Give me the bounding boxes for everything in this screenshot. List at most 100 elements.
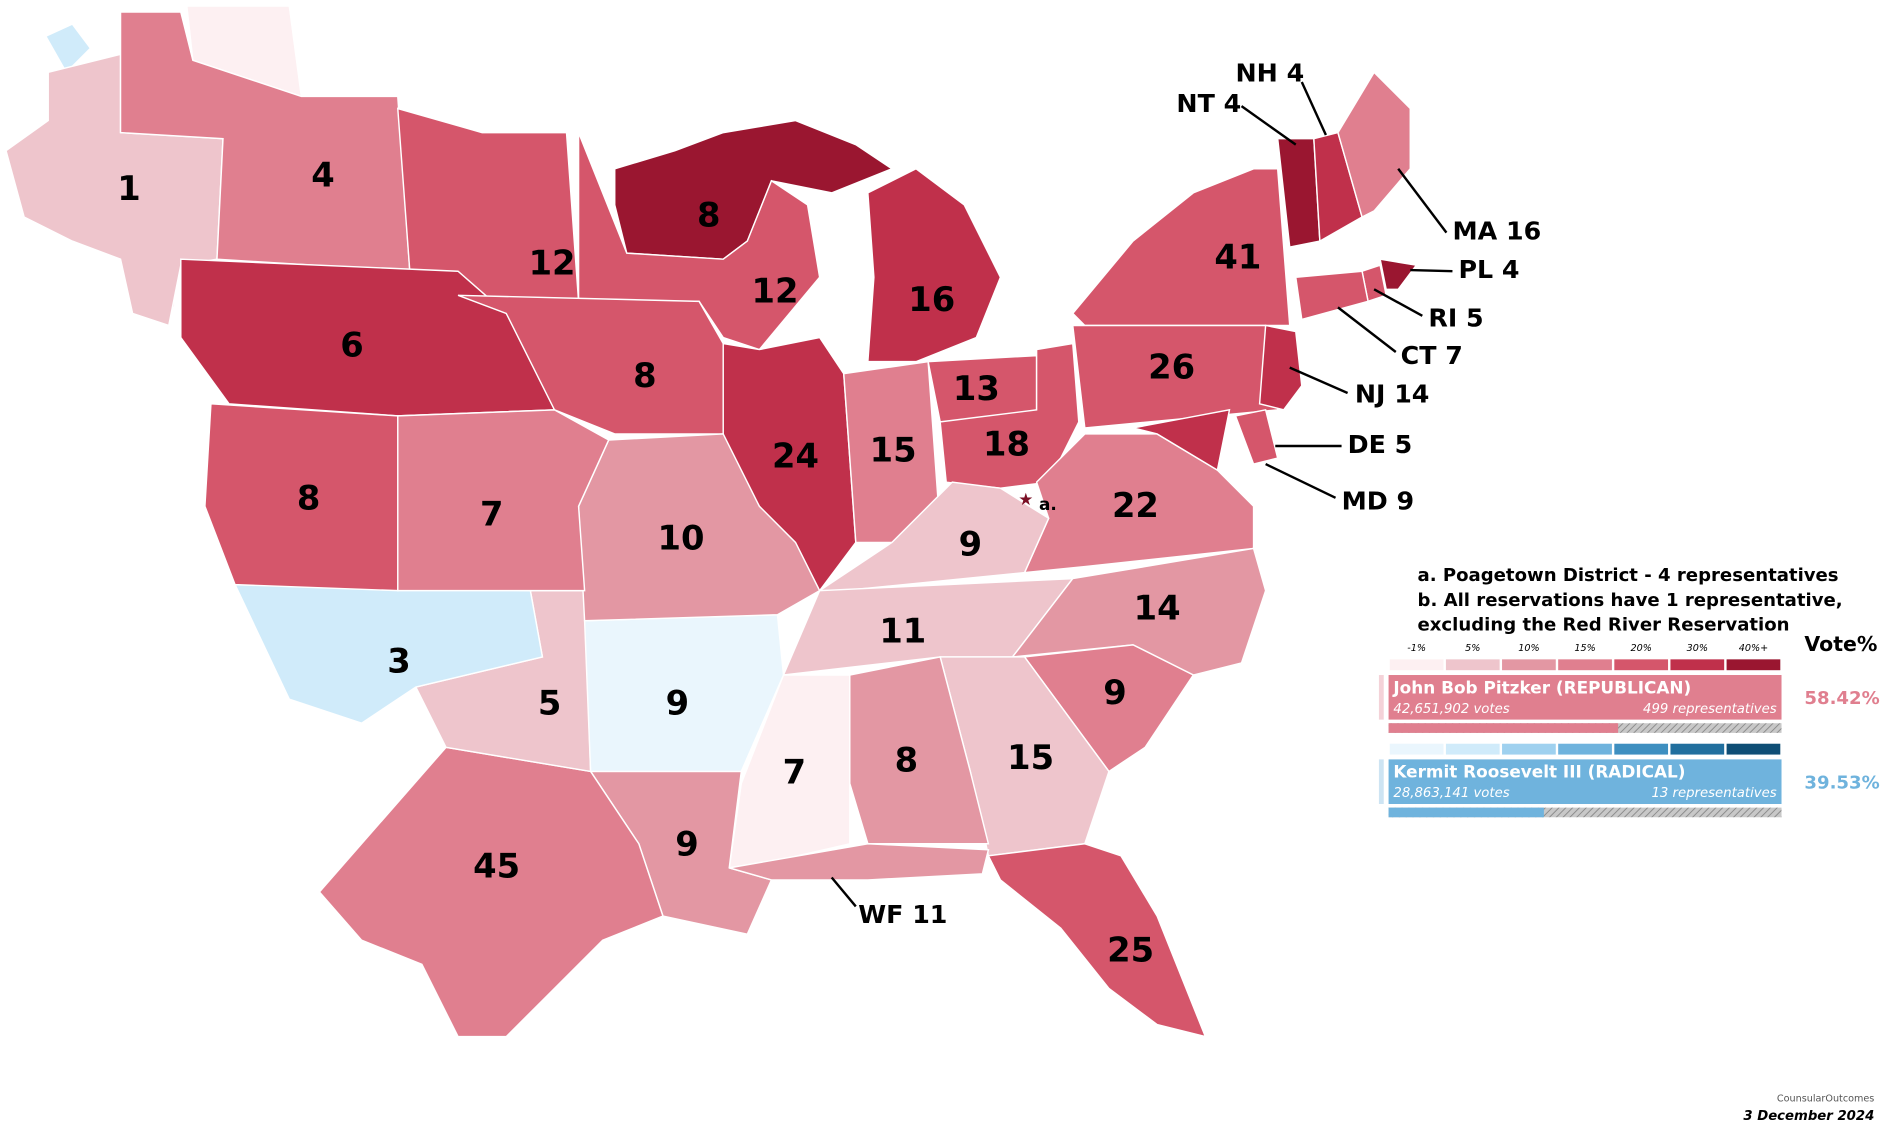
scale-tick: 15% (1574, 643, 1595, 654)
callout-label: DE 5 (1348, 430, 1413, 459)
region (1258, 324, 1303, 411)
region-label: 12 (752, 271, 799, 310)
region-label: 15 (870, 431, 917, 470)
region (1294, 270, 1369, 321)
region-label: 13 (953, 369, 1000, 408)
region-label: 26 (1148, 347, 1195, 386)
scale-swatch (1389, 743, 1444, 755)
candidate-box (1388, 759, 1782, 804)
scale-swatch (1670, 743, 1725, 755)
scale-tick: 40%+ (1739, 643, 1768, 654)
candidate-box (1388, 675, 1782, 720)
candidate-edge (1378, 675, 1384, 720)
regions (5, 5, 1418, 1038)
region (204, 403, 399, 592)
scale-swatch (1614, 659, 1669, 671)
minor-area (44, 23, 92, 74)
scale-swatch (1445, 659, 1500, 671)
region-label: 8 (297, 479, 320, 518)
callout-line (1397, 168, 1448, 234)
scale-tick: 30% (1687, 643, 1708, 654)
region (1379, 258, 1418, 291)
callout-line (1373, 288, 1423, 317)
callout-line (1240, 105, 1297, 146)
region-label: 24 (772, 437, 819, 476)
scale-swatch (1558, 743, 1612, 755)
region (1337, 71, 1411, 219)
region-label: 22 (1112, 486, 1159, 525)
scale-swatch (1726, 659, 1781, 671)
region-label: 3 (387, 641, 410, 680)
region-label: 7 (783, 752, 806, 791)
scale-tick: 10% (1518, 643, 1539, 654)
scale-swatch (1502, 743, 1556, 755)
region-label: 25 (1107, 931, 1154, 970)
callout-label: MD 9 (1342, 487, 1415, 516)
callout-line (830, 876, 857, 908)
region-label: 15 (1007, 738, 1054, 777)
region-label: 16 (908, 280, 955, 319)
candidate-votes: 28,863,141 votes (1393, 786, 1509, 801)
scale-tick: 5% (1465, 643, 1480, 654)
callout-label: NH 4 (1235, 59, 1304, 88)
date: 3 December 2024 (1743, 1109, 1874, 1124)
region-label: 9 (1103, 673, 1126, 712)
candidate-reps: 499 representatives (1643, 702, 1777, 717)
scale-swatch (1389, 659, 1444, 671)
bar-track (1388, 807, 1782, 818)
note: excluding the Red River Reservation (1418, 615, 1790, 636)
callout-line (1300, 81, 1327, 136)
region-label: 8 (633, 356, 656, 395)
callout-label: RI 5 (1428, 303, 1483, 332)
callout-line (1337, 306, 1397, 353)
callout-line (1289, 366, 1349, 395)
region-label: 1 (117, 169, 140, 208)
callout-label: PL 4 (1458, 255, 1519, 284)
vote-bar (1388, 807, 1544, 818)
region-label: 12 (529, 244, 576, 283)
legend: a. Poagetown District - 4 representative… (1378, 565, 1880, 1124)
region-label: 9 (959, 525, 982, 564)
note: b. All reservations have 1 representativ… (1418, 590, 1843, 611)
region-label: 11 (879, 611, 926, 650)
scale-swatch (1726, 743, 1781, 755)
vote-share: 58.42% (1804, 688, 1879, 709)
candidate-votes: 42,651,902 votes (1393, 702, 1509, 717)
region-label: 5 (538, 684, 561, 723)
scale-swatch (1558, 659, 1612, 671)
candidate-name: John Bob Pitzker (REPUBLICAN) (1392, 677, 1691, 697)
scale-swatch (1445, 743, 1500, 755)
scale-tick: -1% (1407, 643, 1426, 654)
callout-label: WF 11 (858, 900, 947, 929)
scale-swatch (1502, 659, 1556, 671)
region-label: 8 (895, 740, 918, 779)
labels: 1 412681282416151318412622911149158792545… (117, 59, 1541, 970)
marker-label: a. (1039, 494, 1057, 514)
region-label: 18 (983, 425, 1030, 464)
region-label: 10 (658, 519, 705, 558)
region-label: 45 (473, 846, 520, 885)
legend-header: Vote% (1804, 632, 1877, 656)
region-label: 14 (1134, 588, 1181, 627)
callout-label: CT 7 (1401, 341, 1463, 370)
candidate-name: Kermit Roosevelt III (RADICAL) (1393, 762, 1685, 782)
region-label: 4 (311, 156, 334, 195)
region (987, 843, 1207, 1038)
callout-line (1265, 462, 1337, 499)
vote-bar (1388, 723, 1619, 733)
region (867, 167, 1002, 363)
star: ★ (1018, 489, 1033, 509)
region-label: 9 (666, 684, 689, 723)
callout-label: NJ 14 (1355, 379, 1430, 408)
region (577, 433, 821, 622)
scale-tick: 20% (1630, 643, 1651, 654)
vote-share: 39.53% (1804, 773, 1879, 794)
callout-label: NT 4 (1176, 89, 1241, 118)
region-label: 8 (697, 195, 720, 234)
callout-line (1410, 268, 1453, 273)
region-label: 41 (1214, 238, 1261, 277)
region-label: 7 (480, 494, 503, 533)
candidate-reps: 13 representatives (1651, 786, 1776, 801)
region (1132, 408, 1231, 472)
